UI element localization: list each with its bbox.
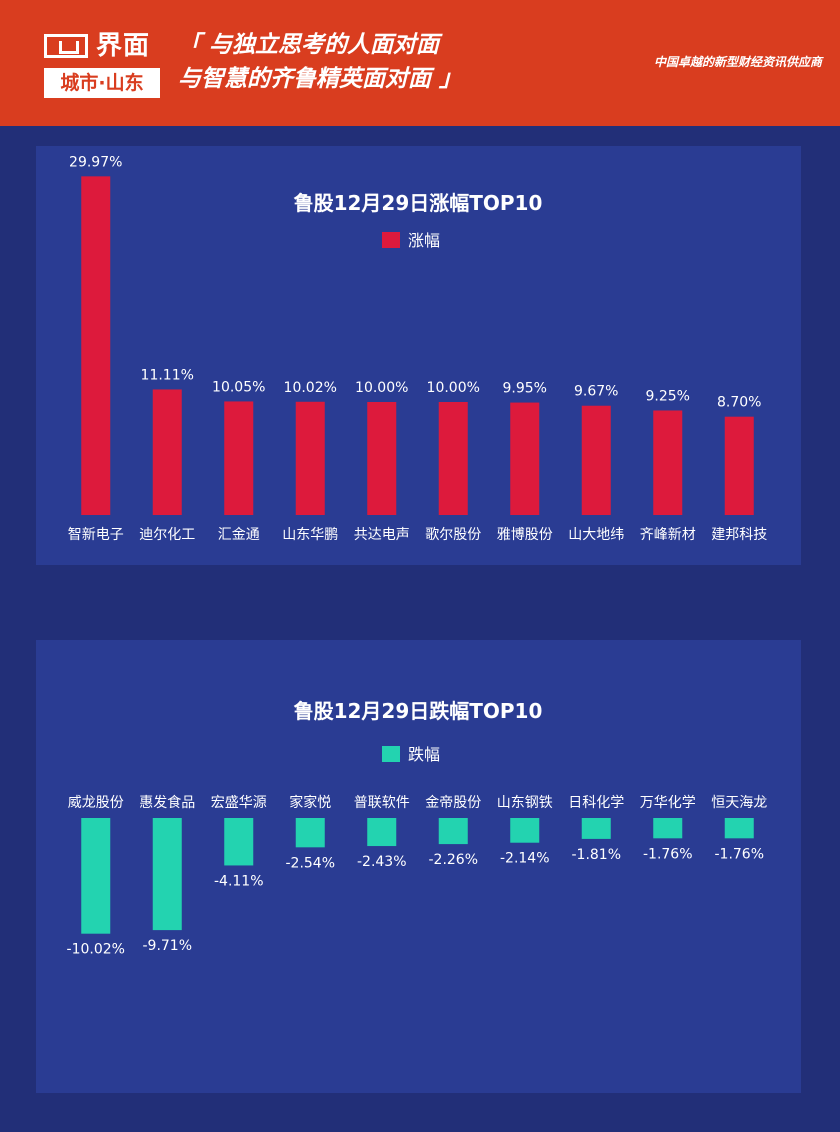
value-label-4: -2.54% xyxy=(285,855,335,871)
tagline: 中国卓越的新型财经资讯供应商 xyxy=(653,55,822,69)
logo-name: 界面 xyxy=(96,31,151,61)
category-label-8: 山大地纬 xyxy=(568,527,624,543)
value-label-9: -1.76% xyxy=(643,846,693,862)
value-label-7: -2.14% xyxy=(500,851,550,867)
category-label-10: 恒天海龙 xyxy=(711,795,767,811)
bar-3 xyxy=(224,401,254,515)
category-label-7: 雅博股份 xyxy=(497,526,553,543)
value-label-8: -1.81% xyxy=(571,847,621,863)
category-label-5: 普联软件 xyxy=(354,795,410,811)
bar-2 xyxy=(152,818,182,931)
category-label-7: 山东钢铁 xyxy=(497,795,553,811)
legend-swatch xyxy=(382,746,400,762)
loss-chart-panel: 鲁股12月29日跌幅TOP10 跌幅 -10.02% 威龙股份 -9.71% 惠发食品 -4… xyxy=(36,640,801,1093)
value-label-3: 10.05% xyxy=(212,379,265,395)
value-label-2: 11.11% xyxy=(141,367,194,383)
logo-sub: 城市·山东 xyxy=(44,68,160,98)
value-label-10: 8.70% xyxy=(717,395,761,411)
value-label-5: 10.00% xyxy=(355,380,408,396)
chart-title: 鲁股12月29日跌幅TOP10 xyxy=(294,699,543,723)
category-label-10: 建邦科技 xyxy=(711,527,767,543)
category-label-9: 齐峰新材 xyxy=(640,527,696,543)
value-label-3: -4.11% xyxy=(214,873,264,889)
gain-chart: 鲁股12月29日涨幅TOP10 涨幅 29.97% 智新电子 11.11% 迪尔化工 10.… xyxy=(68,154,768,543)
slogan-line-2: 与智慧的齐鲁精英面对面 」 xyxy=(178,66,463,92)
bar-5 xyxy=(367,402,397,515)
value-label-10: -1.76% xyxy=(714,846,764,862)
value-label-9: 9.25% xyxy=(646,388,690,404)
value-label-6: -2.26% xyxy=(428,852,478,868)
slogan-line-1: 「 与独立思考的人面对面 xyxy=(178,32,440,58)
value-label-1: 29.97% xyxy=(69,154,122,170)
category-label-5: 共达电声 xyxy=(354,527,410,543)
value-label-6: 10.00% xyxy=(427,380,480,396)
bar-7 xyxy=(510,402,540,515)
category-label-4: 山东华鹏 xyxy=(282,527,338,543)
brand-logo: 界面 城市·山东 xyxy=(44,28,160,100)
legend-label: 涨幅 xyxy=(408,231,440,250)
bar-10 xyxy=(724,416,754,515)
bar-1 xyxy=(81,818,111,934)
category-label-6: 金帝股份 xyxy=(425,795,481,811)
value-label-1: -10.02% xyxy=(67,942,125,958)
category-label-2: 惠发食品 xyxy=(139,794,195,811)
legend-label: 跌幅 xyxy=(408,745,440,764)
slogan: 「 与独立思考的人面对面 与智慧的齐鲁精英面对面 」 xyxy=(178,28,538,100)
category-label-1: 智新电子 xyxy=(68,527,124,543)
bar-9 xyxy=(653,410,683,515)
category-label-1: 威龙股份 xyxy=(68,795,124,811)
loss-chart: 鲁股12月29日跌幅TOP10 跌幅 -10.02% 威龙股份 -9.71% 惠发食品 -4… xyxy=(67,699,768,958)
category-label-3: 宏盛华源 xyxy=(211,795,267,811)
bar-9 xyxy=(653,818,683,839)
legend-swatch xyxy=(382,232,400,248)
bar-8 xyxy=(581,818,611,839)
gain-chart-panel: 鲁股12月29日涨幅TOP10 涨幅 29.97% 智新电子 11.11% 迪尔化工 10.… xyxy=(36,146,801,565)
category-label-6: 歌尔股份 xyxy=(425,527,481,543)
value-label-2: -9.71% xyxy=(142,938,192,954)
bar-2 xyxy=(152,389,182,515)
logo-wordmark: 界面 xyxy=(44,28,160,64)
value-label-8: 9.67% xyxy=(574,384,618,400)
category-label-9: 万华化学 xyxy=(640,795,696,811)
bar-5 xyxy=(367,818,397,847)
bar-1 xyxy=(81,176,111,516)
bar-8 xyxy=(581,405,611,515)
chart-title: 鲁股12月29日涨幅TOP10 xyxy=(294,191,543,215)
bar-4 xyxy=(295,818,325,848)
category-label-4: 家家悦 xyxy=(289,794,331,811)
value-label-4: 10.02% xyxy=(284,380,337,396)
bar-7 xyxy=(510,818,540,843)
bar-10 xyxy=(724,818,754,839)
bar-6 xyxy=(438,818,468,845)
header-banner: 界面 城市·山东 「 与独立思考的人面对面 与智慧的齐鲁精英面对面 」 中国卓越… xyxy=(0,0,840,126)
value-label-5: -2.43% xyxy=(357,854,407,870)
category-label-3: 汇金通 xyxy=(218,527,260,543)
logo-mark-icon xyxy=(44,34,88,58)
value-label-7: 9.95% xyxy=(503,381,547,397)
bar-6 xyxy=(438,402,468,515)
bar-3 xyxy=(224,818,254,866)
category-label-8: 日科化学 xyxy=(568,795,624,811)
bar-4 xyxy=(295,401,325,515)
category-label-2: 迪尔化工 xyxy=(139,527,195,543)
